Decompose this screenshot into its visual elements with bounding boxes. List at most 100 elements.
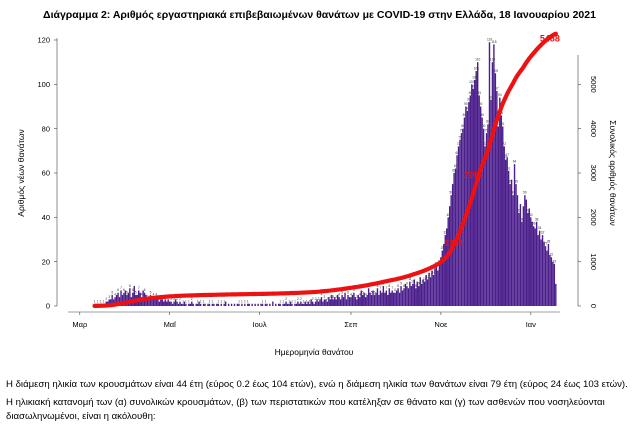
bar-value-label: 4 bbox=[141, 293, 143, 297]
bar-value-label: 6 bbox=[132, 288, 134, 292]
bar-value-label: 38 bbox=[520, 217, 524, 221]
bar-value-label: 1 bbox=[182, 299, 184, 303]
x-tick-label: Μαρ bbox=[72, 320, 87, 329]
daily-deaths-bar bbox=[303, 303, 305, 306]
daily-deaths-bar bbox=[499, 97, 501, 306]
bar-value-label: 5 bbox=[111, 290, 113, 294]
y-tick-label: 40 bbox=[42, 213, 50, 222]
daily-deaths-bar bbox=[555, 283, 557, 306]
daily-deaths-bar bbox=[269, 303, 271, 306]
bar-value-label: 2 bbox=[285, 297, 287, 301]
daily-deaths-bar bbox=[538, 230, 541, 306]
bar-value-label: 55 bbox=[508, 180, 512, 184]
daily-deaths-bar bbox=[338, 297, 340, 306]
daily-deaths-bar bbox=[432, 274, 435, 306]
daily-deaths-bar bbox=[118, 297, 121, 306]
bar-value-label: 80 bbox=[482, 124, 486, 128]
daily-deaths-bar bbox=[241, 303, 243, 306]
bar-value-label: 85 bbox=[463, 113, 467, 117]
daily-deaths-bar bbox=[376, 288, 379, 306]
bar-value-label: 1 bbox=[220, 299, 222, 303]
daily-deaths-bar bbox=[171, 303, 174, 306]
bar-value-label: 4 bbox=[359, 293, 361, 297]
bar-value-label: 1 bbox=[203, 299, 205, 303]
daily-deaths-bar bbox=[313, 303, 315, 306]
y2-tick-label: 0 bbox=[589, 304, 598, 308]
daily-deaths-bar bbox=[528, 208, 530, 306]
daily-deaths-bar bbox=[254, 303, 256, 306]
daily-deaths-bar bbox=[251, 303, 253, 306]
bar-value-label: 1 bbox=[306, 299, 308, 303]
daily-deaths-bar bbox=[440, 257, 442, 306]
bar-value-label: 4 bbox=[156, 293, 158, 297]
bar-value-label: 14 bbox=[432, 270, 436, 274]
daily-deaths-bar bbox=[120, 290, 122, 306]
daily-deaths-bar bbox=[431, 270, 433, 306]
daily-deaths-bar bbox=[412, 283, 414, 306]
daily-deaths-bar bbox=[335, 299, 337, 306]
daily-deaths-bar bbox=[425, 274, 427, 306]
y2-tick-label: 1000 bbox=[589, 253, 598, 270]
bar-value-label: 12 bbox=[426, 275, 430, 279]
daily-deaths-bar bbox=[494, 73, 497, 306]
bar-value-label: 7 bbox=[391, 286, 393, 290]
bar-value-label: 7 bbox=[380, 286, 382, 290]
bar-value-label: 72 bbox=[457, 142, 461, 146]
bar-value-label: 2 bbox=[300, 297, 302, 301]
bar-value-label: 1 bbox=[200, 299, 202, 303]
bar-value-label: 8 bbox=[129, 284, 131, 288]
daily-deaths-bar bbox=[264, 303, 267, 306]
y-tick-label: 120 bbox=[37, 36, 50, 45]
daily-deaths-bar bbox=[238, 303, 240, 306]
daily-deaths-bar bbox=[390, 292, 392, 306]
daily-deaths-bar bbox=[438, 263, 441, 306]
daily-deaths-bar bbox=[397, 288, 399, 306]
daily-deaths-bar bbox=[329, 299, 332, 306]
daily-deaths-bar bbox=[482, 128, 485, 306]
bar-value-label: 6 bbox=[353, 288, 355, 292]
daily-deaths-bar bbox=[510, 179, 513, 306]
daily-deaths-bar bbox=[288, 303, 290, 306]
daily-deaths-bar bbox=[429, 277, 432, 306]
bar-value-label: 1 bbox=[282, 299, 284, 303]
daily-deaths-bar bbox=[314, 301, 317, 306]
bar-value-label: 1 bbox=[265, 299, 267, 303]
daily-deaths-bar bbox=[357, 294, 360, 306]
bar-value-label: 2 bbox=[297, 297, 299, 301]
daily-deaths-bar bbox=[401, 290, 404, 306]
daily-deaths-bar bbox=[319, 299, 321, 306]
bar-value-label: 64 bbox=[513, 160, 517, 164]
daily-deaths-bar bbox=[236, 303, 239, 306]
daily-deaths-bar bbox=[537, 235, 539, 306]
bar-value-label: 8 bbox=[377, 284, 379, 288]
daily-deaths-bar bbox=[192, 303, 194, 306]
bar-value-label: 5 bbox=[135, 290, 137, 294]
daily-deaths-bar bbox=[227, 303, 230, 306]
daily-deaths-bar bbox=[257, 303, 259, 306]
daily-deaths-bar bbox=[157, 299, 159, 306]
bar-value-label: 72 bbox=[502, 142, 506, 146]
daily-deaths-bar bbox=[332, 299, 334, 306]
bar-value-label: 1 bbox=[279, 299, 281, 303]
daily-deaths-bar bbox=[133, 286, 135, 306]
bar-value-label: 110 bbox=[475, 58, 480, 62]
daily-deaths-bar bbox=[524, 195, 526, 306]
daily-deaths-bar bbox=[370, 294, 373, 306]
daily-deaths-bar bbox=[487, 124, 489, 306]
daily-deaths-bar bbox=[180, 303, 183, 306]
daily-deaths-bar bbox=[341, 294, 343, 306]
bar-value-label: 8 bbox=[415, 284, 417, 288]
daily-deaths-bar bbox=[233, 303, 236, 306]
bar-value-label: 110 bbox=[490, 58, 495, 62]
daily-deaths-bar bbox=[459, 139, 461, 306]
daily-deaths-bar bbox=[244, 303, 246, 306]
daily-deaths-bar bbox=[211, 303, 214, 306]
daily-deaths-bar bbox=[185, 303, 187, 306]
bar-value-label: 2 bbox=[176, 297, 178, 301]
daily-deaths-bar bbox=[379, 290, 382, 306]
bar-value-label: 5 bbox=[126, 290, 128, 294]
daily-deaths-bar bbox=[149, 294, 152, 306]
daily-deaths-bar bbox=[176, 301, 178, 306]
bar-value-label: 1 bbox=[188, 299, 190, 303]
daily-deaths-bar bbox=[322, 301, 324, 306]
